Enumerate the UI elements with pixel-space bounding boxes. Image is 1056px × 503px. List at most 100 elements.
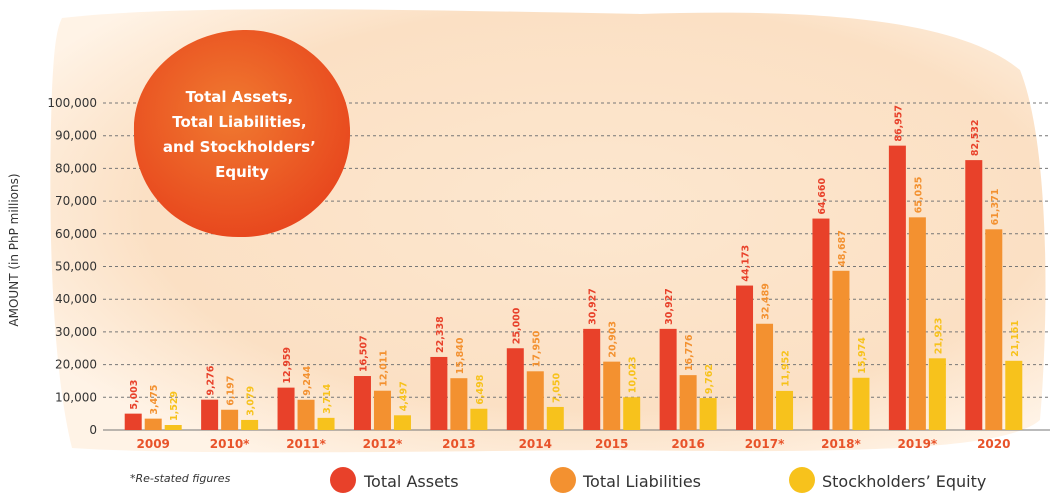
y-tick-label: 40,000 (55, 292, 97, 306)
bar (756, 323, 774, 430)
bar (297, 399, 315, 430)
bar (241, 419, 259, 430)
bar (812, 218, 830, 430)
bar (659, 328, 677, 430)
title-line: Total Liabilities, (172, 113, 306, 131)
bar-value-label: 25,000 (511, 307, 522, 344)
y-tick-label: 30,000 (55, 325, 97, 339)
bar (277, 387, 295, 430)
y-tick-label: 90,000 (55, 129, 97, 143)
y-tick-label: 20,000 (55, 358, 97, 372)
title-circle (133, 29, 351, 238)
x-tick-label: 2013 (442, 437, 475, 451)
bar-value-label: 17,950 (531, 330, 542, 367)
bar-value-label: 3,079 (246, 386, 257, 416)
bar-value-label: 16,507 (358, 335, 369, 372)
title-line: Equity (215, 163, 269, 181)
bar-value-label: 9,762 (704, 364, 715, 394)
bar (832, 270, 850, 430)
bar-value-label: 12,011 (378, 350, 389, 387)
bar-value-label: 86,957 (893, 105, 904, 142)
bar-value-label: 48,687 (837, 230, 848, 267)
bar (373, 390, 391, 430)
bar-value-label: 65,035 (913, 177, 924, 214)
y-tick-label: 70,000 (55, 194, 97, 208)
title-line: Total Assets, (186, 88, 294, 106)
bar-value-label: 32,489 (761, 283, 772, 320)
bar (164, 425, 182, 430)
bar (221, 409, 239, 430)
bar-value-label: 10,023 (628, 357, 639, 394)
legend-swatch-total-assets (330, 467, 356, 493)
bar (623, 397, 641, 430)
bar-value-labels: 5,003 3,475 1,529 9,276 6,197 3,079 12,959 9,24… (129, 105, 1021, 421)
bar (201, 399, 219, 430)
bars (124, 145, 1023, 430)
bar (353, 376, 371, 430)
bar (450, 378, 468, 430)
chart-title: Total Assets, Total Liabilities, and Sto… (163, 88, 321, 181)
legend-swatch-stockholders-equity (789, 467, 815, 493)
bar-value-label: 5,003 (129, 380, 140, 410)
title-line: and Stockholders’ (163, 138, 316, 156)
bar-value-label: 11,952 (781, 350, 792, 387)
y-tick-label: 50,000 (55, 260, 97, 274)
bar-value-label: 16,776 (684, 334, 695, 371)
x-tick-label: 2017* (745, 437, 785, 451)
y-tick-label: 80,000 (55, 161, 97, 175)
bar (526, 371, 544, 430)
y-tick-label: 100,000 (47, 96, 97, 110)
bar-value-label: 6,498 (475, 374, 486, 404)
bar (679, 375, 697, 430)
bar-value-label: 9,276 (206, 365, 217, 395)
x-tick-label: 2011* (286, 437, 326, 451)
bar-value-label: 15,974 (857, 337, 868, 374)
bar-value-label: 1,529 (169, 391, 180, 421)
bar-value-label: 30,927 (664, 288, 675, 325)
x-tick-label: 2020 (977, 437, 1010, 451)
bar-value-label: 15,840 (455, 337, 466, 374)
bar (965, 160, 983, 430)
bar (776, 390, 794, 430)
bar (699, 398, 717, 430)
bar-value-label: 64,660 (817, 178, 828, 215)
bar (928, 358, 946, 430)
legend-label-stockholders-equity: Stockholders’ Equity (822, 472, 986, 491)
x-axis-ticks: 2009 2010* 2011* 2012* 2013 2014 2015 2016 2017*… (137, 437, 1011, 451)
bar-value-label: 61,371 (990, 189, 1001, 226)
bar-value-label: 12,959 (282, 347, 293, 384)
bar (470, 408, 488, 430)
y-axis-ticks: 0 10,000 20,000 30,000 40,000 50,000 60,000 70,… (47, 96, 97, 437)
legend-label-total-assets: Total Assets (363, 472, 459, 491)
y-tick-label: 0 (89, 423, 97, 437)
bar-value-label: 6,197 (226, 376, 237, 406)
y-tick-label: 60,000 (55, 227, 97, 241)
bar (1005, 360, 1023, 430)
bar-value-label: 44,173 (741, 245, 752, 282)
y-tick-label: 10,000 (55, 390, 97, 404)
bar (603, 361, 621, 430)
footnote: *Re-stated figures (130, 472, 231, 485)
legend: Total Assets Total Liabilities Stockhold… (330, 467, 986, 493)
y-axis-label: AMOUNT (in PhP millions) (7, 173, 21, 326)
bar (430, 356, 448, 430)
bar (736, 285, 754, 430)
x-tick-label: 2014 (519, 437, 552, 451)
bar (852, 377, 870, 430)
x-tick-label: 2012* (363, 437, 403, 451)
x-tick-label: 2018* (821, 437, 861, 451)
bar-value-label: 3,475 (149, 385, 160, 415)
x-tick-label: 2016 (671, 437, 704, 451)
bar (317, 417, 335, 430)
bar (888, 145, 906, 430)
bar-value-label: 21,161 (1010, 320, 1021, 357)
bar-value-label: 21,923 (933, 318, 944, 355)
bar (124, 413, 142, 430)
bar (985, 229, 1003, 430)
bar-value-label: 4,497 (398, 381, 409, 411)
bar (393, 415, 411, 430)
x-tick-label: 2009 (137, 437, 170, 451)
bar-value-label: 7,050 (551, 373, 562, 403)
bar (908, 217, 926, 430)
